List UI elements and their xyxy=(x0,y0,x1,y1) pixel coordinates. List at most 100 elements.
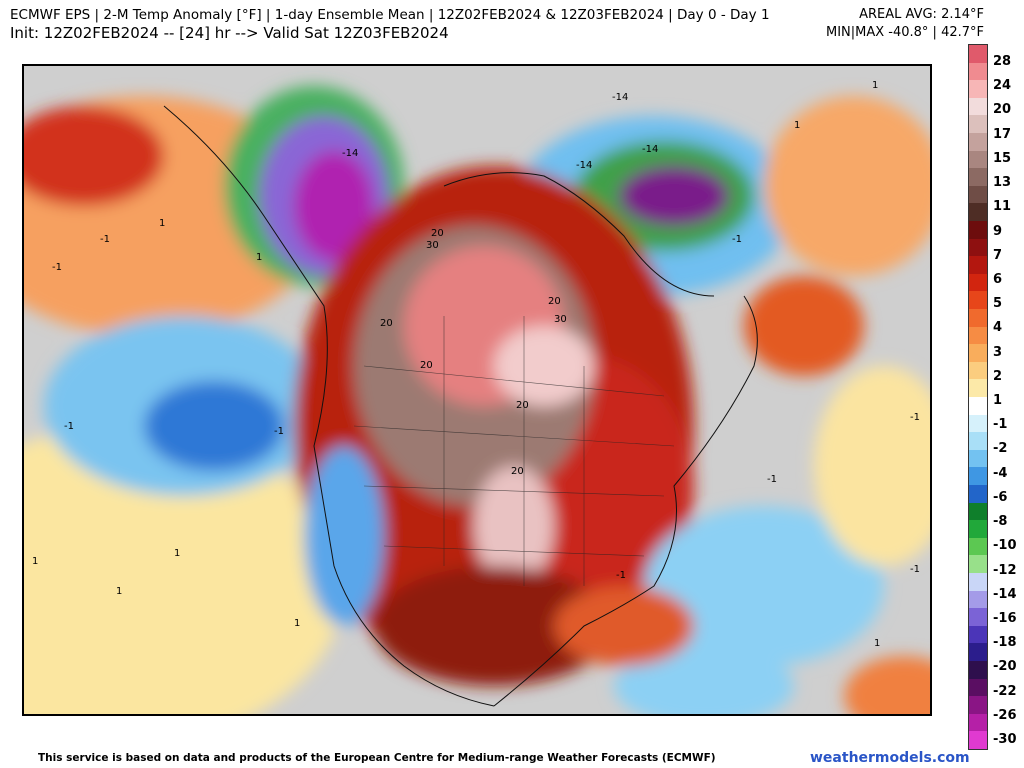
colorbar-tick-label: 6 xyxy=(993,271,1003,287)
colorbar-tick-label: -26 xyxy=(993,707,1017,723)
colorbar-tick-label: 4 xyxy=(993,320,1003,336)
colorbar-swatch xyxy=(969,45,987,64)
contour-label: 20 xyxy=(380,318,393,329)
colorbar-swatch xyxy=(969,397,987,416)
contour-label: 20 xyxy=(511,466,524,477)
colorbar-tick-label: -1 xyxy=(993,417,1008,433)
colorbar-swatch xyxy=(969,432,987,451)
temperature-anomaly-map: 1 -1 -1 1 -1 -1 1 1 1 1 -14 -14 -14 -14 … xyxy=(22,64,932,716)
contour-label: 1 xyxy=(32,556,39,567)
contour-label: -1 xyxy=(64,421,74,432)
colorbar-swatch xyxy=(969,62,987,81)
colorbar-swatch xyxy=(969,661,987,680)
colorbar-tick-label: 3 xyxy=(993,344,1003,360)
contour-label: -14 xyxy=(612,92,629,103)
footer-attribution: This service is based on data and produc… xyxy=(38,752,716,764)
colorbar-tick-label: -2 xyxy=(993,441,1008,457)
colorbar-tick-label: 24 xyxy=(993,78,1012,94)
contour-label: -1 xyxy=(274,426,284,437)
colorbar-swatch xyxy=(969,485,987,504)
colorbar-swatch xyxy=(969,256,987,275)
colorbar-swatch xyxy=(969,168,987,187)
colorbar-swatch xyxy=(969,467,987,486)
political-borders xyxy=(353,316,675,586)
colorbar-tick-label: -22 xyxy=(993,683,1017,699)
colorbar-swatch xyxy=(969,97,987,116)
contour-label: 30 xyxy=(426,240,439,251)
colorbar-tick-label: -16 xyxy=(993,610,1017,626)
contour-label: -1 xyxy=(767,474,777,485)
colorbar-swatch xyxy=(969,361,987,380)
colorbar-tick-label: -14 xyxy=(993,586,1017,602)
colorbar-swatch xyxy=(969,273,987,292)
contour-label: -14 xyxy=(576,160,593,171)
chart-title-line2: Init: 12Z02FEB2024 -- [24] hr --> Valid … xyxy=(10,24,449,42)
chart-title-line1: ECMWF EPS | 2-M Temp Anomaly [°F] | 1-da… xyxy=(10,7,770,23)
colorbar-tick-label: 17 xyxy=(993,126,1012,142)
colorbar-tick-label: 5 xyxy=(993,296,1003,312)
contour-label: 1 xyxy=(874,638,881,649)
colorbar-swatch xyxy=(969,203,987,222)
colorbar-swatch xyxy=(969,115,987,134)
colorbar-tick-label: 20 xyxy=(993,102,1012,118)
contour-label: 1 xyxy=(294,618,301,629)
colorbar-tick-label: -4 xyxy=(993,465,1008,481)
colorbar-swatch xyxy=(969,221,987,240)
contour-label: -14 xyxy=(642,144,659,155)
colorbar-tick-label: 13 xyxy=(993,175,1012,191)
min-max-readout: MIN|MAX -40.8° | 42.7°F xyxy=(825,25,984,40)
colorbar-tick-label: 7 xyxy=(993,247,1003,263)
colorbar-tick-label: -6 xyxy=(993,489,1008,505)
colorbar-swatch xyxy=(969,590,987,609)
contour-label: 1 xyxy=(872,80,879,91)
colorbar-swatch xyxy=(969,502,987,521)
colorbar-swatch xyxy=(969,696,987,715)
colorbar-swatch xyxy=(969,625,987,644)
contour-label: -1 xyxy=(52,262,62,273)
colorbar-swatch xyxy=(969,80,987,99)
colorbar-tick-label: 11 xyxy=(993,199,1012,215)
contour-label: 1 xyxy=(116,586,123,597)
contour-label: 1 xyxy=(794,120,801,131)
colorbar-tick-label: 28 xyxy=(993,54,1012,69)
contour-label: -1 xyxy=(910,412,920,423)
colorbar-swatch xyxy=(969,678,987,697)
colorbar-swatch xyxy=(969,555,987,574)
colorbar-swatch xyxy=(969,643,987,662)
colorbar-swatch xyxy=(969,133,987,152)
colorbar-swatch xyxy=(969,520,987,539)
colorbar-tick-label: -8 xyxy=(993,514,1008,530)
colorbar-swatch xyxy=(969,414,987,433)
colorbar-tick-label: -18 xyxy=(993,635,1017,651)
contour-label: 1 xyxy=(256,252,263,263)
colorbar-tick-label: -30 xyxy=(993,732,1017,747)
areal-average: AREAL AVG: 2.14°F xyxy=(859,7,984,22)
map-svg xyxy=(24,66,930,714)
contour-label: -1 xyxy=(616,570,626,581)
colorbar-swatch xyxy=(969,185,987,204)
contour-label: 20 xyxy=(431,228,444,239)
colorbar-swatch xyxy=(969,150,987,169)
contour-label: 20 xyxy=(420,360,433,371)
brand-link[interactable]: weathermodels.com xyxy=(810,750,970,766)
contour-label: -14 xyxy=(342,148,359,159)
colorbar xyxy=(968,44,988,750)
contour-label: 20 xyxy=(516,400,529,411)
colorbar-tick-label: 2 xyxy=(993,368,1003,384)
contour-label: 20 xyxy=(548,296,561,307)
contour-label: -1 xyxy=(732,234,742,245)
colorbar-swatch xyxy=(969,291,987,310)
colorbar-swatch xyxy=(969,537,987,556)
contour-label: 1 xyxy=(174,548,181,559)
colorbar-tick-label: 1 xyxy=(993,393,1003,408)
colorbar-swatch xyxy=(969,449,987,468)
colorbar-swatch xyxy=(969,379,987,398)
colorbar-swatch xyxy=(969,713,987,732)
colorbar-swatch xyxy=(969,608,987,627)
colorbar-tick-label: 9 xyxy=(993,223,1003,239)
contour-label: -1 xyxy=(100,234,110,245)
contour-label: 30 xyxy=(554,314,567,325)
colorbar-swatch xyxy=(969,309,987,328)
coastlines xyxy=(163,105,758,707)
colorbar-tick-label: -12 xyxy=(993,562,1017,578)
